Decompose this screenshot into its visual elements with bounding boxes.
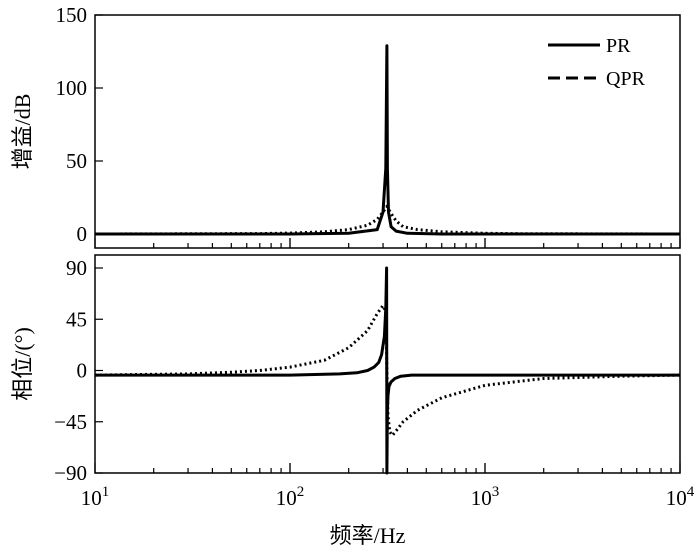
x-tick-label: 101 bbox=[81, 484, 110, 510]
magnitude-series-pr bbox=[95, 44, 680, 236]
y-tick-label: −45 bbox=[54, 410, 87, 434]
legend-label-qpr: QPR bbox=[606, 68, 646, 90]
legend: PR QPR bbox=[548, 35, 646, 90]
x-tick-label: 103 bbox=[471, 484, 500, 510]
y-tick-label: 45 bbox=[66, 307, 87, 331]
phase-y-axis-title: 相位/(°) bbox=[10, 327, 35, 401]
phase-series-qpr bbox=[94, 304, 681, 437]
y-tick-label: 50 bbox=[66, 149, 87, 173]
x-tick-label: 104 bbox=[666, 484, 695, 510]
magnitude-series-qpr bbox=[94, 204, 681, 236]
magnitude-y-axis-title: 增益/dB bbox=[10, 94, 35, 170]
x-axis-title: 频率/Hz bbox=[330, 523, 406, 548]
magnitude-panel: 0 50 100 150 增益/dB PR QPR bbox=[10, 3, 681, 249]
y-tick-label: 0 bbox=[77, 222, 88, 246]
legend-label-pr: PR bbox=[606, 35, 631, 57]
y-tick-label: 100 bbox=[56, 76, 88, 100]
phase-series-pr bbox=[95, 266, 680, 475]
x-tick-label: 102 bbox=[276, 484, 305, 510]
y-tick-label: 0 bbox=[77, 359, 88, 383]
magnitude-frame bbox=[94, 14, 681, 249]
y-tick-label: 90 bbox=[66, 256, 87, 280]
y-tick-label: −90 bbox=[54, 461, 87, 485]
phase-panel: −90 −45 0 45 90 相位/(°) 101 102 103 104 频率/Hz bbox=[10, 254, 695, 548]
y-tick-label: 150 bbox=[56, 3, 88, 27]
